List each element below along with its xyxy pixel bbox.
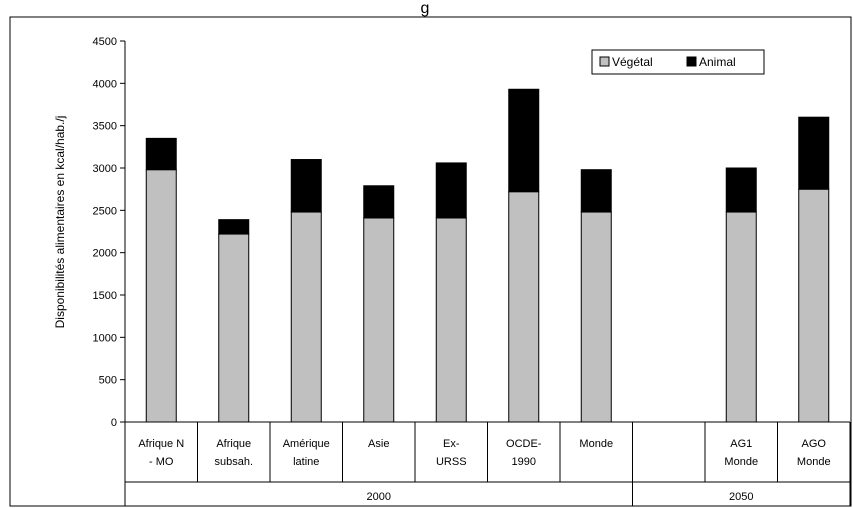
bar-animal-1: [218, 219, 250, 235]
bar-vgtal-6: [580, 211, 612, 423]
x-category-label: Monde: [724, 456, 758, 468]
bar-vgtal-9: [798, 188, 830, 423]
bar-animal-5: [508, 88, 540, 193]
x-category-label: OCDE-: [506, 438, 542, 450]
y-tick-label: 4000: [93, 78, 117, 90]
y-tick-label: 0: [111, 417, 117, 429]
chart-title: g: [421, 0, 430, 17]
x-category-label: Afrique N: [138, 438, 184, 450]
chart-frame: [9, 16, 852, 507]
y-tick-label: 3500: [93, 121, 117, 133]
bar-animal-3: [363, 185, 395, 219]
bar-vgtal-1: [218, 233, 250, 423]
bar-vgtal-4: [435, 217, 467, 423]
x-category-label: latine: [293, 456, 319, 468]
bar-vgtal-8: [725, 211, 757, 423]
x-category-label: - MO: [149, 456, 174, 468]
bar-animal-4: [435, 162, 467, 219]
x-category-label: URSS: [436, 456, 467, 468]
bar-animal-2: [290, 159, 322, 213]
y-tick-label: 500: [99, 375, 117, 387]
y-tick-label: 4500: [93, 36, 117, 48]
y-tick-label: 3000: [93, 163, 117, 175]
y-tick-label: 2000: [93, 248, 117, 260]
x-group-label: 2050: [729, 491, 753, 503]
legend-label: Végétal: [612, 55, 653, 69]
plot-area: 0 500 1000 1500 2000 2500 3000 3500 4000 4500 Afri…: [93, 36, 851, 506]
legend-swatch-1: [686, 56, 697, 67]
y-tick-label: 1000: [93, 332, 117, 344]
legend-swatch-0: [599, 56, 610, 67]
y-axis-label: Disponibilités alimentaires en kcal/hab.…: [53, 116, 67, 329]
y-tick-label: 1500: [93, 290, 117, 302]
x-category-label: Asie: [368, 438, 389, 450]
bar-vgtal-3: [363, 217, 395, 423]
x-category-label: Amérique: [283, 438, 330, 450]
x-category-label: 1990: [512, 456, 536, 468]
y-tick-label: 2500: [93, 205, 117, 217]
x-category-label: AGO: [802, 438, 827, 450]
x-category-label: AG1: [730, 438, 752, 450]
x-group-label: 2000: [367, 491, 391, 503]
legend-box: [591, 49, 765, 75]
bar-vgtal-5: [508, 191, 540, 423]
bar-animal-6: [580, 169, 612, 213]
x-category-label: subsah.: [214, 456, 253, 468]
x-category-label: Afrique: [216, 438, 251, 450]
bar-animal-9: [798, 116, 830, 190]
bar-animal-0: [145, 137, 177, 171]
legend: Végétal Animal: [591, 49, 765, 75]
bar-animal-8: [725, 167, 757, 213]
x-category-label: Monde: [579, 438, 613, 450]
bar-vgtal-2: [290, 211, 322, 423]
x-category-label: Ex-: [443, 438, 460, 450]
x-category-label: Monde: [797, 456, 831, 468]
legend-label: Animal: [699, 55, 736, 69]
bar-vgtal-0: [145, 169, 177, 423]
